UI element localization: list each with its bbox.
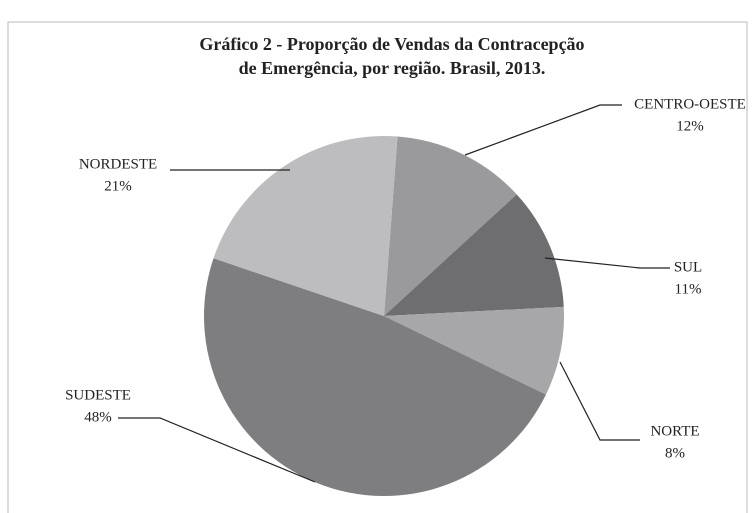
slice-value-label: 11% — [675, 281, 702, 297]
slice-label: NORTE — [650, 423, 699, 439]
slice-label: CENTRO-OESTE — [634, 96, 746, 112]
pie-slice — [203, 258, 546, 497]
slice-label: SUDESTE — [65, 387, 131, 403]
pie-slice — [384, 136, 517, 316]
slice-value-label: 12% — [676, 118, 704, 134]
pie-slice — [213, 136, 398, 316]
pie-slice — [384, 194, 564, 316]
slice-label: SUL — [674, 259, 702, 275]
pie-slice — [384, 306, 564, 395]
slice-label: NORDESTE — [79, 156, 157, 172]
slice-value-label: 8% — [665, 445, 685, 461]
chart-title: Gráfico 2 - Proporção de Vendas da Contr… — [199, 34, 584, 54]
leader-line — [544, 257, 670, 269]
slice-value-label: 48% — [84, 409, 112, 425]
leader-line — [118, 417, 316, 483]
leader-line — [559, 361, 640, 441]
chart-title: de Emergência, por região. Brasil, 2013. — [239, 58, 546, 78]
slice-value-label: 21% — [104, 178, 132, 194]
leader-line — [464, 104, 622, 156]
